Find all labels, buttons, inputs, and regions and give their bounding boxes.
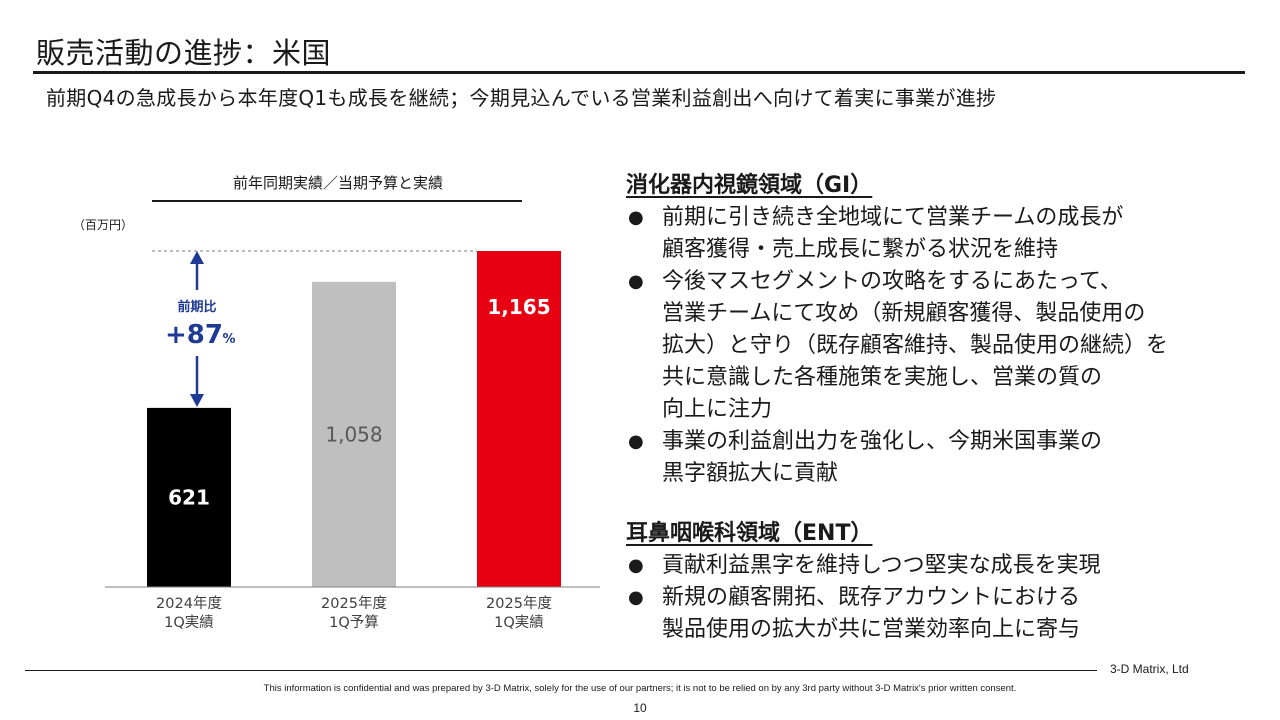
unit-label: （百万円） <box>73 218 133 232</box>
section-heading-gi: 消化器内視鏡領域（GI） <box>626 173 873 198</box>
bar-value-label-2: 1,058 <box>325 422 382 446</box>
growth-arrow-up-head-icon <box>190 251 204 264</box>
bullet-item: ● 事業の利益創出力を強化し、今期米国事業の 黒字額拡大に貢献 <box>626 426 1246 490</box>
chart-title: 前年同期実績／当期予算と実績 <box>233 174 443 192</box>
category-label-2-line-1: 2025年度 <box>321 595 387 612</box>
bullet-text: 新規の顧客開拓、既存アカウントにおける 製品使用の拡大が共に営業効率向上に寄与 <box>662 585 1081 642</box>
growth-annotation-label: 前期比 <box>177 299 216 315</box>
bar-3 <box>477 251 561 587</box>
bullet-item: ● 貢献利益黒字を維持しつつ堅実な成長を実現 <box>626 550 1246 582</box>
section-heading-ent: 耳鼻咽喉科領域（ENT） <box>626 521 873 546</box>
bullet-text: 今後マスセグメントの攻略をするにあたって、 営業チームにて攻め（新規顧客獲得、製… <box>662 269 1169 422</box>
bullet-list-ent: ● 貢献利益黒字を維持しつつ堅実な成長を実現 ● 新規の顧客開拓、既存アカウントにお… <box>626 550 1246 646</box>
page-title: 販売活動の進捗：米国 <box>36 36 332 70</box>
bar-chart: 前年同期実績／当期予算と実績 （百万円） 621 2024年度 1Q実績 1,058 202… <box>73 174 600 631</box>
bullet-dot-icon: ● <box>628 555 644 576</box>
commentary-panel: 消化器内視鏡領域（GI） ● 前期に引き続き全地域にて営業チームの成長が 顧客獲得… <box>626 170 1246 646</box>
bullet-dot-icon: ● <box>628 431 644 452</box>
footer-divider <box>25 670 1097 671</box>
bar-value-label-1: 621 <box>168 485 210 509</box>
bar-1 <box>147 407 231 587</box>
bullet-list-gi: ● 前期に引き続き全地域にて営業チームの成長が 顧客獲得・売上成長に繋がる状況を維… <box>626 202 1246 490</box>
category-label-1-line-1: 2024年度 <box>156 595 222 612</box>
bullet-dot-icon: ● <box>628 207 644 228</box>
page-subtitle: 前期Q4の急成長から本年度Q1も成長を継続；今期見込んでいる営業利益創出へ向けて… <box>46 86 997 110</box>
category-label-2-line-2: 1Q予算 <box>329 614 379 631</box>
bar-value-label-3: 1,165 <box>487 295 550 319</box>
bullet-item: ● 今後マスセグメントの攻略をするにあたって、 営業チームにて攻め（新規顧客獲得、… <box>626 266 1246 426</box>
growth-annotation-suffix: % <box>222 332 235 347</box>
growth-annotation-value: +87 <box>165 320 223 350</box>
bullet-item: ● 新規の顧客開拓、既存アカウントにおける 製品使用の拡大が共に営業効率向上に寄与 <box>626 582 1246 646</box>
bullet-text: 事業の利益創出力を強化し、今期米国事業の 黒字額拡大に貢献 <box>662 429 1103 486</box>
bullet-text: 貢献利益黒字を維持しつつ堅実な成長を実現 <box>662 553 1101 578</box>
bullet-item: ● 前期に引き続き全地域にて営業チームの成長が 顧客獲得・売上成長に繋がる状況を維… <box>626 202 1246 266</box>
company-name: 3-D Matrix, Ltd <box>1110 662 1189 676</box>
category-label-1-line-2: 1Q実績 <box>164 614 214 631</box>
title-divider <box>33 71 1245 74</box>
bullet-text: 前期に引き続き全地域にて営業チームの成長が 顧客獲得・売上成長に繋がる状況を維持 <box>662 205 1124 262</box>
bullet-dot-icon: ● <box>628 587 644 608</box>
confidentiality-disclaimer: This information is confidential and was… <box>263 683 1017 694</box>
bullet-dot-icon: ● <box>628 271 644 292</box>
page-number: 10 <box>633 701 647 715</box>
category-label-3-line-2: 1Q実績 <box>494 614 544 631</box>
category-label-3-line-1: 2025年度 <box>486 595 552 612</box>
growth-arrow-down-head-icon <box>190 394 204 407</box>
bar-2 <box>312 281 396 587</box>
